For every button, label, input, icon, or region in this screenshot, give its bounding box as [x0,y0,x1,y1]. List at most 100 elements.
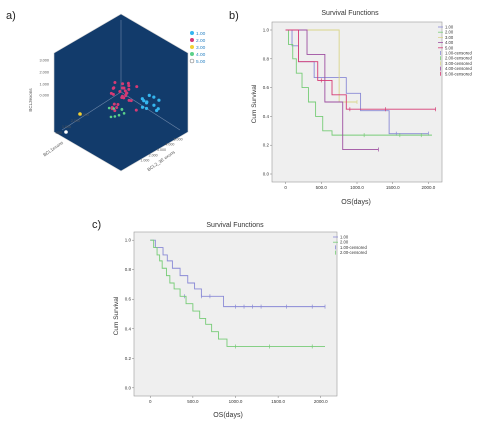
legend-label: 1.00-censored [445,51,472,56]
axis-label-left: BCL1exons [42,140,65,158]
scatter-point [113,109,117,113]
chart-b-xlabel: OS(days) [341,199,371,206]
scatter-point [78,112,82,116]
legend-label: 5.00-censored [445,71,472,76]
survival-curve-5.00 [285,29,436,110]
legend-label: 1.00-censored [340,245,367,250]
survival-curve-2.00 [150,239,326,347]
legend-marker [189,58,195,64]
scatter-point [127,98,131,102]
scatter-point [126,81,130,85]
scatter-point [129,99,133,103]
legend-label: 3.00 [445,35,454,40]
legend-label: 4.00 [196,52,206,58]
y-tick-label: 1.0 [263,28,270,33]
scatter-point [113,81,117,85]
scatter-point [124,94,128,98]
scatter-point [115,106,119,110]
scatter-point [121,86,125,90]
legend-label: 2.00 [445,30,454,35]
survival-chart-b: Survival Functions Cum Survival OS(days)… [251,10,472,206]
tick-label-right: 1.000 [140,159,149,163]
survival-chart-c: Survival Functions Cum Survival OS(days)… [113,222,367,419]
axis-right [120,91,181,131]
tick-label-right: 3.000 [157,148,166,152]
tick-label-vertical: 2.000 [39,71,49,75]
x-tick-label: 1000.0 [350,185,364,190]
y-tick-label: 0.8 [125,267,132,272]
y-tick-label: 1.0 [125,238,132,243]
tick-label-left: 2.000 [71,119,80,123]
scatter-point [112,102,116,106]
tick-label-right: 2.000 [149,153,158,157]
chart-b-title: Survival Functions [321,10,379,17]
legend-label: 2.00 [196,38,206,44]
scatter-point [123,89,127,93]
scatter-point [109,115,113,119]
scatter-point [112,107,116,110]
x-tick-label: 2000.0 [314,399,328,404]
scatter-point [107,106,111,110]
scatter-point [120,96,124,100]
panel-label-b: b) [229,10,239,22]
scatter-point [121,82,125,86]
y-tick-label: 0.0 [263,172,270,177]
legend-marker [190,38,194,42]
scatter-point [127,87,131,91]
scatter-point [147,93,151,97]
survival-curve-3.00 [285,29,357,103]
legend-label: 3.00-censored [445,61,472,66]
tick-label-right: 5.000 [174,137,183,141]
y-tick-label: 0.2 [263,143,270,148]
legend-label: 5.00 [196,59,206,65]
scatter-point [152,95,156,99]
x-tick-label: 0 [149,399,152,404]
legend-label: 1.00 [445,25,454,30]
chart-c-xlabel: OS(days) [213,412,243,419]
x-tick-label: 1500.0 [386,185,400,190]
legend-marker [190,31,194,35]
y-tick-label: 0.6 [125,297,132,302]
y-tick-label: 0.6 [263,85,270,90]
scatter-point [125,91,129,95]
legend-label: 2.00-censored [340,250,367,255]
legend-label: 2.00-censored [445,56,472,61]
scatter-point [116,102,120,106]
tick-label-left: .000 [55,131,62,135]
y-tick-label: 0.2 [125,356,132,361]
scatter-point [109,91,113,95]
x-tick-label: 500.0 [316,185,328,190]
scatter-point [134,108,138,112]
x-tick-label: 1500.0 [271,399,285,404]
scatter-point [113,115,117,118]
legend-label: 3.00 [196,45,206,51]
scatter-point [112,86,116,90]
legend-marker [190,52,194,56]
scatter-point [142,99,146,103]
chart-b-ylabel: Cum Survival [251,84,258,123]
survival-curve-2.00 [285,29,432,136]
scatter-point [127,84,131,88]
scatter-point [145,100,149,104]
scatter-point [144,106,149,111]
scatter-point [64,130,68,134]
panel-label-a: a) [6,10,16,22]
tick-label-right: 4.000 [165,143,174,147]
x-tick-label: 1000.0 [229,399,243,404]
scatter-point [120,108,124,111]
axis-left [61,91,122,131]
scatter-3d-panel: BCL3exons BCL1exons BCL2_3E exons 3.0002… [28,13,206,172]
survival-curve-4.00 [285,29,379,150]
legend-label: 4.00 [445,40,454,45]
chart-c-ylabel: Cum Survival [113,296,120,335]
axis-label-vertical: BCL3exons [28,88,33,112]
scatter-point [122,112,126,115]
tick-label-vertical: 3.000 [39,59,49,63]
panel-label-c: c) [92,219,102,231]
y-tick-label: 0.4 [125,326,132,331]
scatter-point [118,90,122,94]
chart-c-title: Survival Functions [206,222,264,229]
tick-label-left: 3.000 [80,113,89,117]
scatter-3d-background [53,13,189,172]
